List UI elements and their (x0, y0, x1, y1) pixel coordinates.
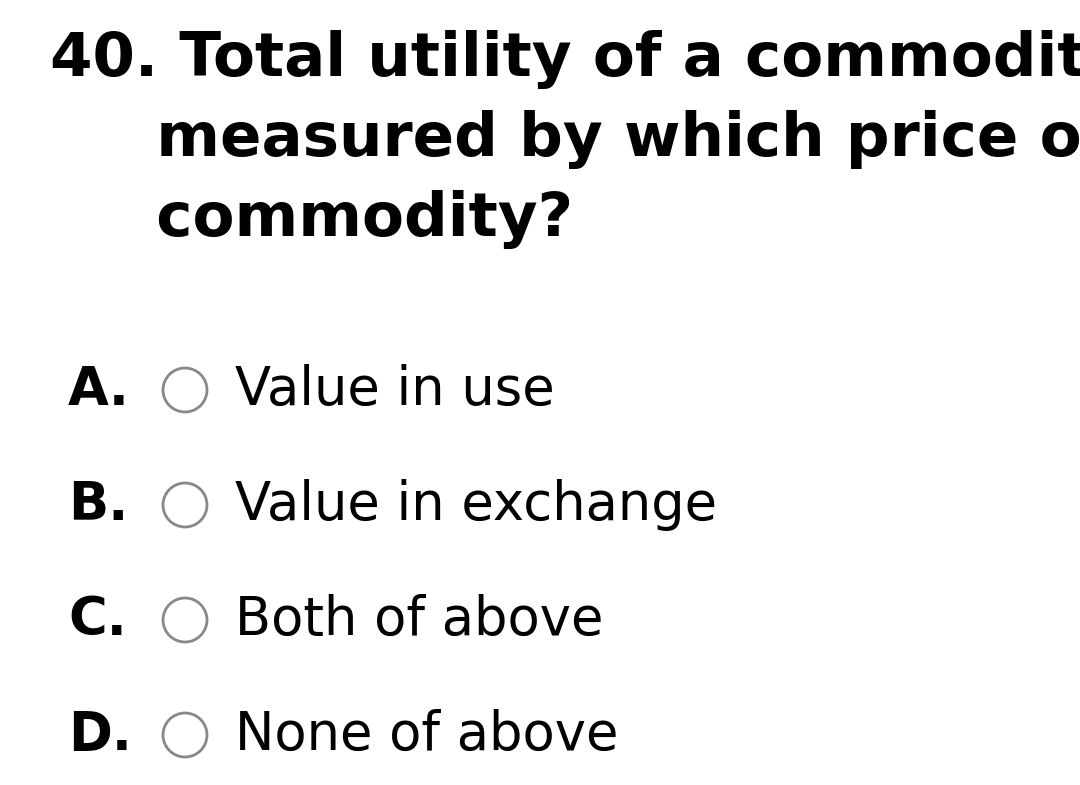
Text: Both of above: Both of above (235, 594, 604, 646)
Text: 40. Total utility of a commodity is: 40. Total utility of a commodity is (50, 30, 1080, 89)
Text: A.: A. (68, 364, 130, 416)
Text: Value in exchange: Value in exchange (235, 479, 717, 531)
Text: B.: B. (68, 479, 129, 531)
Text: None of above: None of above (235, 709, 619, 761)
Text: Value in use: Value in use (235, 364, 555, 416)
Text: measured by which price of that: measured by which price of that (50, 110, 1080, 169)
Text: C.: C. (68, 594, 126, 646)
Text: D.: D. (68, 709, 132, 761)
Text: commodity?: commodity? (50, 190, 573, 249)
